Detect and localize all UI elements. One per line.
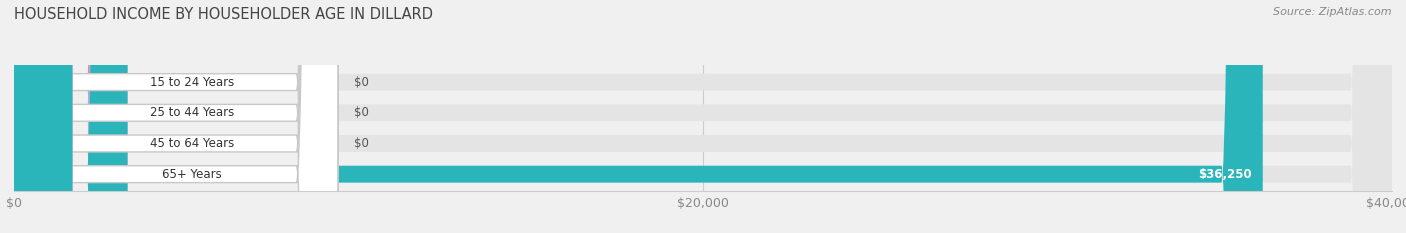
FancyBboxPatch shape — [14, 0, 128, 233]
FancyBboxPatch shape — [14, 0, 1392, 233]
FancyBboxPatch shape — [14, 0, 1392, 233]
Text: $0: $0 — [354, 76, 370, 89]
FancyBboxPatch shape — [14, 0, 337, 233]
Text: $0: $0 — [354, 106, 370, 119]
FancyBboxPatch shape — [14, 0, 1263, 233]
FancyBboxPatch shape — [14, 0, 1392, 233]
FancyBboxPatch shape — [14, 0, 72, 233]
FancyBboxPatch shape — [14, 0, 128, 233]
FancyBboxPatch shape — [14, 0, 128, 233]
Text: 15 to 24 Years: 15 to 24 Years — [150, 76, 235, 89]
Text: $36,250: $36,250 — [1198, 168, 1251, 181]
FancyBboxPatch shape — [14, 0, 1392, 233]
FancyBboxPatch shape — [14, 0, 72, 233]
FancyBboxPatch shape — [14, 0, 128, 233]
FancyBboxPatch shape — [14, 0, 337, 233]
Text: 45 to 64 Years: 45 to 64 Years — [150, 137, 235, 150]
Text: HOUSEHOLD INCOME BY HOUSEHOLDER AGE IN DILLARD: HOUSEHOLD INCOME BY HOUSEHOLDER AGE IN D… — [14, 7, 433, 22]
FancyBboxPatch shape — [14, 0, 72, 233]
FancyBboxPatch shape — [14, 0, 337, 233]
Text: 65+ Years: 65+ Years — [162, 168, 222, 181]
FancyBboxPatch shape — [14, 0, 72, 233]
Text: Source: ZipAtlas.com: Source: ZipAtlas.com — [1274, 7, 1392, 17]
FancyBboxPatch shape — [14, 0, 337, 233]
Text: 25 to 44 Years: 25 to 44 Years — [150, 106, 235, 119]
Text: $0: $0 — [354, 137, 370, 150]
